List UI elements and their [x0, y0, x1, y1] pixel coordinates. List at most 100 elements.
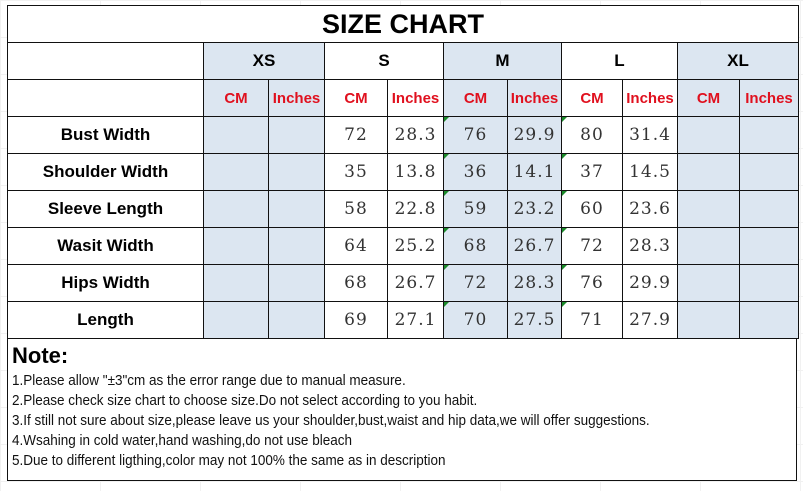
measurement-cell: 36: [443, 153, 508, 191]
measurement-cell: 80: [561, 116, 623, 154]
note-line: 5.Due to different ligthing,color may no…: [12, 452, 446, 469]
notes-heading: Note:: [12, 343, 69, 368]
table-row: Wasit Width 64 25.2 68 26.7 72 28.3: [7, 227, 799, 265]
measurement-cell: [268, 227, 325, 265]
measurement-value: 68: [463, 236, 488, 256]
measurement-cell: 72: [561, 227, 623, 265]
measurement-cell: [203, 227, 269, 265]
unit-header-inches: Inches: [387, 79, 444, 117]
measurement-cell: 58: [324, 190, 388, 228]
measurement-label: Hips Width: [7, 264, 204, 302]
measurement-value: 71: [580, 310, 604, 330]
unit-header-inches: Inches: [507, 79, 562, 117]
measurement-cell: [677, 190, 740, 228]
measurement-label: Length: [7, 301, 204, 339]
measurement-cell: [203, 190, 269, 228]
measurement-cell: [739, 153, 799, 191]
measurement-value: 72: [580, 236, 604, 256]
measurement-cell: [203, 301, 269, 339]
measurement-value: 14.1: [513, 162, 556, 182]
table-row: Sleeve Length 58 22.8 59 23.2 60 23.6: [7, 190, 799, 228]
measurement-value: 28.3: [394, 125, 437, 145]
measurement-cell: [203, 264, 269, 302]
measurement-cell: 69: [324, 301, 388, 339]
measurement-label: Bust Width: [7, 116, 204, 154]
measurement-cell: 22.8: [387, 190, 444, 228]
measurement-cell: 29.9: [622, 264, 678, 302]
measurement-cell: 14.1: [507, 153, 562, 191]
measurement-cell: 28.3: [387, 116, 444, 154]
cell-marker-icon: [562, 191, 567, 196]
measurement-cell: 28.3: [507, 264, 562, 302]
measurement-value: 35: [344, 162, 368, 182]
measurement-cell: 72: [324, 116, 388, 154]
note-line: 4.Wsahing in cold water,hand washing,do …: [12, 432, 352, 449]
size-chart-table: SIZE CHART XS S M L XL CM Inches CM Inches CM Inc…: [7, 5, 799, 339]
note-line: 1.Please allow "±3"cm as the error range…: [12, 372, 406, 389]
size-header-xl: XL: [677, 42, 799, 80]
cell-marker-icon: [444, 154, 449, 159]
measurement-cell: [268, 153, 325, 191]
measurement-value: 31.4: [629, 125, 671, 145]
cell-marker-icon: [562, 154, 567, 159]
measurement-cell: 26.7: [387, 264, 444, 302]
measurement-cell: 76: [443, 116, 508, 154]
measurement-value: 76: [463, 125, 488, 145]
measurement-cell: 23.2: [507, 190, 562, 228]
measurement-cell: 13.8: [387, 153, 444, 191]
measurement-value: 70: [463, 310, 488, 330]
empty-header-cell: [7, 42, 204, 80]
chart-title: SIZE CHART: [7, 5, 799, 43]
measurement-cell: 68: [443, 227, 508, 265]
measurement-cell: 37: [561, 153, 623, 191]
measurement-cell: 59: [443, 190, 508, 228]
unit-header-inches: Inches: [622, 79, 678, 117]
measurement-value: 14.5: [629, 162, 671, 182]
notes-box: Note: 1.Please allow "±3"cm as the error…: [7, 339, 797, 481]
cell-marker-icon: [444, 265, 449, 270]
measurement-cell: 60: [561, 190, 623, 228]
measurement-value: 68: [344, 273, 368, 293]
note-line: 3.If still not sure about size,please le…: [12, 412, 650, 429]
note-line: 2.Please check size chart to choose size…: [12, 392, 478, 409]
measurement-cell: [677, 264, 740, 302]
measurement-value: 23.2: [513, 199, 556, 219]
cell-marker-icon: [444, 191, 449, 196]
measurement-value: 72: [344, 125, 368, 145]
measurement-value: 28.3: [513, 273, 556, 293]
measurement-cell: [677, 153, 740, 191]
unit-header-cm: CM: [561, 79, 623, 117]
measurement-cell: [203, 116, 269, 154]
measurement-cell: 70: [443, 301, 508, 339]
measurement-cell: [739, 227, 799, 265]
measurement-value: 72: [463, 273, 488, 293]
size-header-m: M: [443, 42, 562, 80]
cell-marker-icon: [562, 302, 567, 307]
measurement-cell: 31.4: [622, 116, 678, 154]
measurement-value: 27.9: [629, 310, 671, 330]
measurement-value: 69: [344, 310, 368, 330]
unit-header-inches: Inches: [268, 79, 325, 117]
table-row: Bust Width 72 28.3 76 29.9 80 31.4: [7, 116, 799, 154]
unit-header-inches: Inches: [739, 79, 799, 117]
measurement-cell: 26.7: [507, 227, 562, 265]
measurement-cell: 14.5: [622, 153, 678, 191]
measurement-cell: [677, 116, 740, 154]
measurement-cell: [739, 264, 799, 302]
measurement-value: 76: [580, 273, 604, 293]
measurement-cell: 64: [324, 227, 388, 265]
unit-header-cm: CM: [677, 79, 740, 117]
size-header-s: S: [324, 42, 444, 80]
cell-marker-icon: [562, 228, 567, 233]
cell-marker-icon: [444, 117, 449, 122]
table-row: Length 69 27.1 70 27.5 71 27.9: [7, 301, 799, 339]
unit-header-cm: CM: [443, 79, 508, 117]
measurement-cell: 68: [324, 264, 388, 302]
measurement-cell: [677, 227, 740, 265]
cell-marker-icon: [444, 228, 449, 233]
table-row: Hips Width 68 26.7 72 28.3 76 29.9: [7, 264, 799, 302]
measurement-value: 26.7: [394, 273, 437, 293]
cell-marker-icon: [444, 302, 449, 307]
measurement-cell: [268, 116, 325, 154]
measurement-value: 13.8: [394, 162, 437, 182]
